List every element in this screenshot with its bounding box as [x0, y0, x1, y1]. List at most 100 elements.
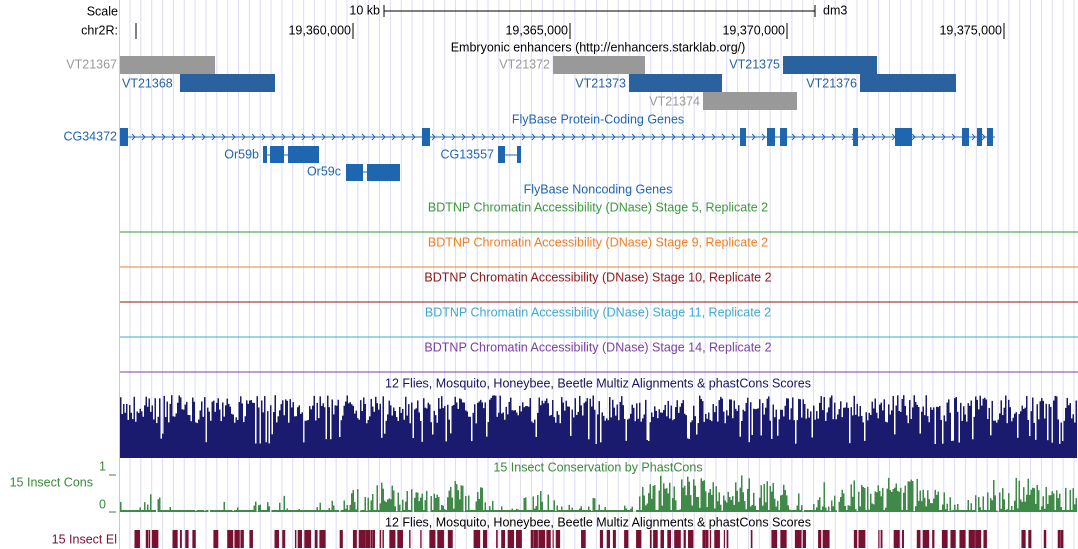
wiggle-bar [1017, 508, 1019, 512]
wiggle-bar [555, 422, 557, 458]
wiggle-bar [943, 492, 945, 512]
wiggle-bar [963, 406, 965, 458]
strand-arrow [961, 133, 966, 141]
wiggle-bar [1036, 404, 1038, 458]
wiggle-bar [328, 407, 330, 458]
wiggle-bar [925, 506, 927, 512]
wiggle-bar [724, 500, 726, 512]
wiggle-bar [709, 489, 711, 512]
wiggle-bar [934, 444, 936, 458]
strand-arrow [141, 133, 146, 141]
enhancer-label[interactable]: VT21375 [729, 57, 780, 71]
element [151, 530, 159, 548]
wiggle-bar [565, 400, 567, 458]
wiggle-bar [238, 510, 240, 512]
wiggle-bar [745, 402, 747, 458]
enhancer-label[interactable]: VT21372 [499, 57, 550, 71]
element [240, 530, 244, 548]
wiggle-bar [583, 510, 585, 512]
wiggle-bar [859, 405, 861, 458]
wiggle-bar [535, 436, 537, 458]
track-title: FlyBase Noncoding Genes [524, 182, 673, 196]
gene-label[interactable]: Or59b [224, 147, 259, 161]
wiggle-bar [772, 404, 774, 458]
wiggle-bar [867, 486, 869, 512]
wiggle-bar [463, 511, 465, 512]
wiggle-bar [1048, 495, 1050, 512]
strand-arrow [751, 133, 756, 141]
enhancer-label[interactable]: VT21376 [806, 76, 857, 90]
wiggle-bar [772, 482, 774, 512]
wiggle-bar [504, 419, 506, 458]
strand-arrow [551, 133, 556, 141]
enhancer-label[interactable]: VT21373 [575, 76, 626, 90]
wiggle-bar [402, 499, 404, 512]
enhancer-label[interactable]: VT21367 [66, 57, 117, 71]
wiggle-bar [852, 496, 854, 512]
element [179, 530, 182, 548]
wiggle-bar [142, 416, 144, 458]
wiggle-bar [310, 510, 312, 512]
wiggle-bar [516, 508, 518, 512]
wiggle-bar [948, 399, 950, 458]
wiggle-bar [615, 510, 617, 512]
wiggle-bar [297, 510, 299, 512]
wiggle-bar [816, 507, 818, 512]
wiggle-bar [781, 494, 783, 512]
wiggle-bar [958, 510, 960, 512]
wiggle-bar [865, 510, 867, 512]
wiggle-bar [610, 510, 612, 512]
wiggle-bar [807, 510, 809, 512]
phastcons-wiggle [120, 475, 1077, 512]
wiggle-bar [201, 401, 203, 458]
wiggle-bar [312, 405, 314, 458]
wiggle-bar [376, 403, 378, 458]
wiggle-bar [823, 482, 825, 512]
wiggle-bar [430, 496, 432, 512]
wiggle-bar [436, 494, 438, 512]
gene-label[interactable]: Or59c [307, 164, 341, 178]
wiggle-bar [157, 499, 159, 512]
wiggle-bar [865, 412, 867, 458]
track-label[interactable]: 15 Insect Cons [10, 475, 93, 489]
wiggle-bar [159, 398, 161, 458]
wiggle-bar [433, 410, 435, 458]
wiggle-bar [945, 421, 947, 458]
wiggle-bar [238, 402, 240, 458]
wiggle-bar [697, 423, 699, 458]
wiggle-bar [267, 411, 269, 458]
gene-label[interactable]: CG13557 [440, 147, 494, 161]
wiggle-bar [642, 487, 644, 512]
wiggle-bar [1018, 480, 1020, 512]
wiggle-bar [754, 409, 756, 458]
track-label[interactable]: 15 Insect El [52, 532, 117, 546]
element [134, 530, 140, 548]
wiggle-bar [568, 406, 570, 458]
strand-arrow [151, 133, 156, 141]
wiggle-bar [406, 491, 408, 512]
wiggle-bar [844, 407, 846, 458]
wiggle-bar [240, 510, 242, 512]
wiggle-bar [850, 484, 852, 512]
track-title: 15 Insect Conservation by PhastCons [493, 460, 702, 474]
wiggle-bar [891, 491, 893, 512]
wiggle-bar [802, 399, 804, 458]
wiggle-bar [562, 510, 564, 512]
wiggle-bar [510, 397, 512, 458]
wiggle-bar [423, 510, 425, 512]
enhancer-label[interactable]: VT21374 [649, 94, 700, 108]
wiggle-bar [964, 414, 966, 458]
wiggle-bar [622, 510, 624, 512]
wiggle-bar [763, 414, 765, 458]
wiggle-bar [577, 411, 579, 458]
gene-label[interactable]: CG34372 [63, 129, 117, 143]
enhancer-label[interactable]: VT21368 [122, 76, 173, 90]
wiggle-bar [547, 403, 549, 458]
wiggle-bar [1059, 443, 1061, 458]
wiggle-bar [783, 484, 785, 512]
wiggle-bar [807, 408, 809, 458]
wiggle-bar [283, 495, 285, 512]
wiggle-bar [762, 403, 764, 458]
wiggle-bar [619, 402, 621, 458]
element [314, 530, 318, 548]
